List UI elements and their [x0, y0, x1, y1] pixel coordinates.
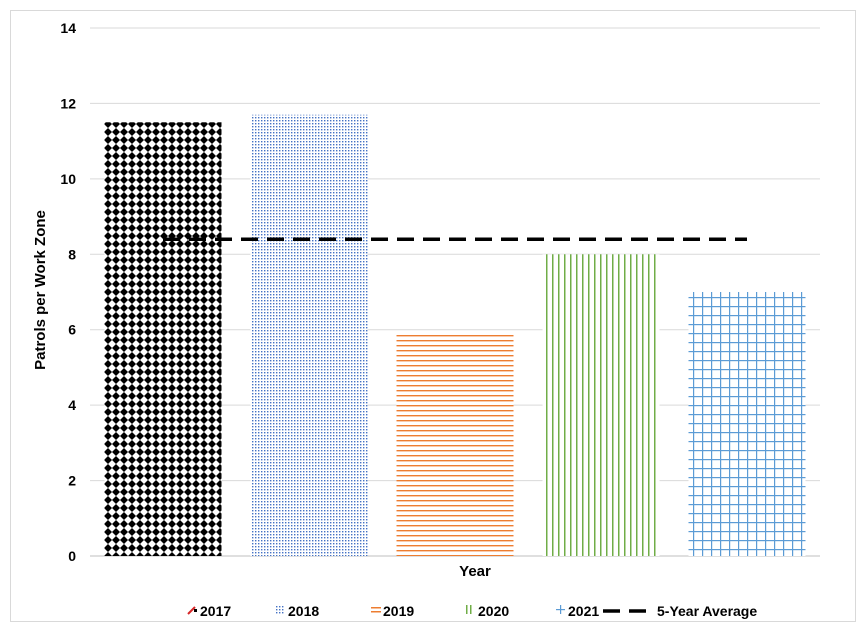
bar-2021 — [688, 292, 806, 556]
legend-label-2020: 2020 — [478, 603, 509, 619]
legend-swatch-2021 — [556, 605, 565, 614]
bar-2019 — [396, 333, 514, 556]
y-tick-label: 6 — [68, 322, 76, 338]
y-axis-title: Patrols per Work Zone — [32, 210, 49, 370]
y-tick-label: 4 — [68, 397, 76, 413]
legend: 2017 2018 2019 2020 2021 5-Year Average — [187, 603, 757, 619]
bar-2018 — [250, 114, 368, 556]
y-tick-label: 2 — [68, 473, 76, 489]
bar-2017 — [104, 122, 222, 557]
legend-swatch-2017 — [187, 606, 197, 615]
legend-label-average: 5-Year Average — [657, 603, 757, 619]
bar-2020 — [542, 254, 660, 557]
y-tick-label: 14 — [60, 20, 76, 36]
legend-swatch-2020 — [466, 605, 472, 614]
chart-frame — [10, 10, 856, 622]
y-tick-label: 8 — [68, 246, 76, 262]
legend-label-2018: 2018 — [288, 603, 319, 619]
y-ticks: 0 2 4 6 8 10 12 14 — [60, 20, 76, 564]
y-tick-label: 10 — [60, 171, 76, 187]
bars — [104, 114, 806, 557]
legend-swatch-2019 — [371, 607, 381, 613]
legend-swatch-2018 — [276, 605, 285, 614]
y-tick-label: 12 — [60, 95, 76, 111]
legend-label-2019: 2019 — [383, 603, 414, 619]
legend-label-2021: 2021 — [568, 603, 599, 619]
y-tick-label: 0 — [68, 548, 76, 564]
legend-label-2017: 2017 — [200, 603, 231, 619]
x-axis-title: Year — [459, 563, 491, 580]
